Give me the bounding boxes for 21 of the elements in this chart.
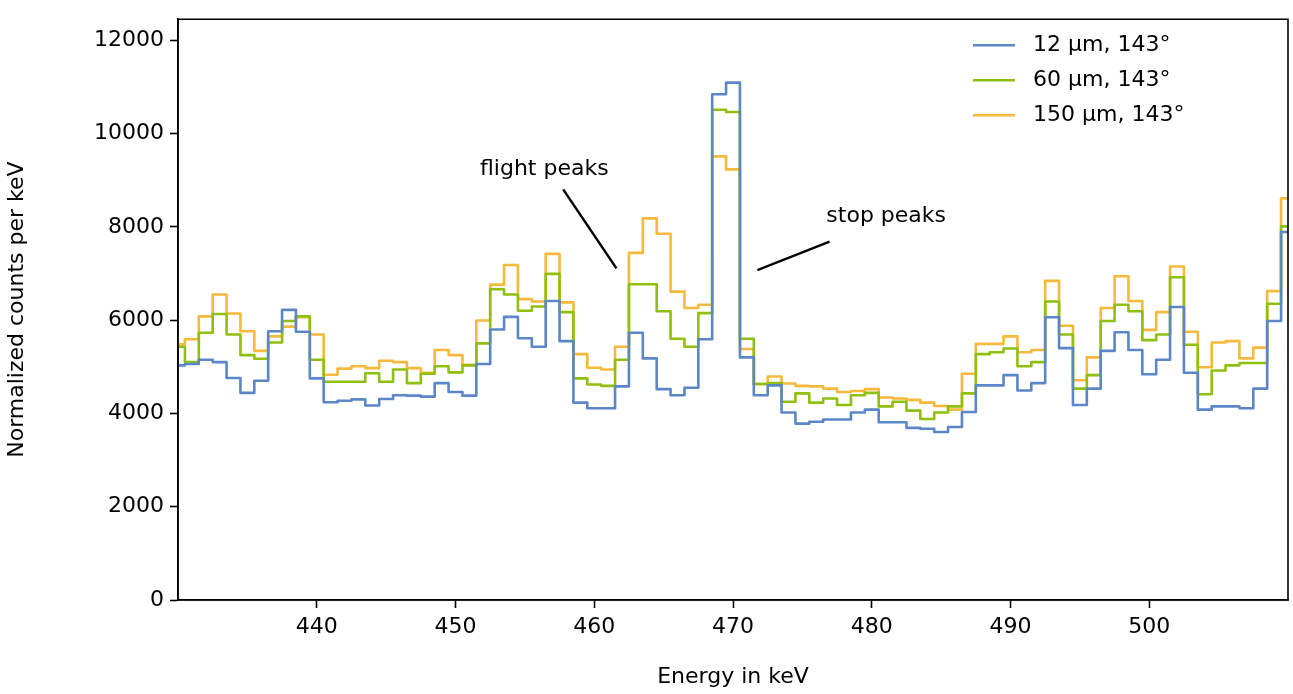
x-tick-label: 470: [712, 612, 754, 638]
x-tick-label: 490: [989, 612, 1032, 638]
legend-label: 150 µm, 143°: [1033, 100, 1185, 126]
annotation: stop peaks: [826, 201, 947, 227]
y-tick-label: 4000: [108, 399, 164, 425]
legend-label: 60 µm, 143°: [1033, 65, 1171, 91]
x-tick-label: 480: [850, 612, 893, 638]
annotation: flight peaks: [479, 154, 609, 180]
x-tick-label: 440: [295, 612, 338, 638]
y-axis-title: Normalized counts per keV: [2, 161, 28, 458]
x-tick-label: 460: [573, 612, 616, 638]
y-tick-label: 6000: [108, 305, 164, 331]
x-tick-label: 500: [1128, 612, 1171, 638]
x-tick-label: 450: [434, 612, 477, 638]
y-tick-label: 12000: [94, 25, 164, 51]
y-tick-label: 8000: [108, 212, 164, 238]
y-tick-label: 2000: [108, 492, 164, 518]
x-axis-title: Energy in keV: [657, 662, 809, 688]
legend-label: 12 µm, 143°: [1033, 30, 1171, 56]
y-tick-label: 0: [150, 585, 164, 611]
y-tick-label: 10000: [94, 119, 164, 145]
